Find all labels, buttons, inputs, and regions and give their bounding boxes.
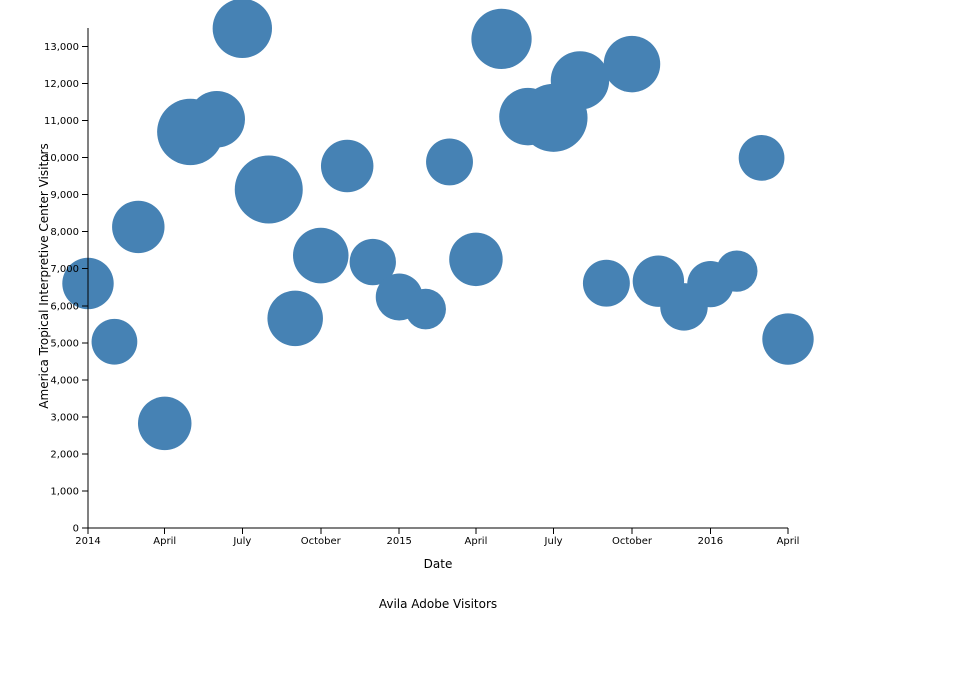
y-tick-label: 7,000 [50,264,79,275]
y-tick-label: 0 [73,524,79,535]
data-point[interactable] [137,396,192,451]
y-tick-label: 2,000 [50,449,79,460]
data-point[interactable] [188,91,245,148]
y-tick-label: 10,000 [44,153,79,164]
data-point[interactable] [349,238,396,286]
y-axis-ticks: 0 1,000 2,000 3,000 4,000 5,000 6,000 7,000 8,00… [44,42,88,535]
y-tick-label: 8,000 [50,227,79,238]
data-point[interactable] [212,0,272,59]
x-axis-ticks: 2014 April July October 2015 April July October… [75,528,799,547]
x-tick-label: 2015 [386,536,411,547]
x-tick-label: July [544,536,563,547]
data-point[interactable] [293,227,349,284]
x-tick-label: April [777,536,800,547]
y-tick-label: 4,000 [50,375,79,386]
y-tick-label: 6,000 [50,301,79,312]
data-point[interactable] [320,139,374,193]
data-point[interactable] [550,51,610,110]
data-point[interactable] [112,200,165,254]
x-tick-label: October [301,536,342,547]
axes-layer: 0 1,000 2,000 3,000 4,000 5,000 6,000 7,000 8,00… [44,28,799,547]
data-point[interactable] [267,290,323,347]
data-point[interactable] [716,250,758,292]
size-legend-label: Avila Adobe Visitors [379,597,497,611]
data-point[interactable] [91,318,138,365]
y-tick-label: 5,000 [50,338,79,349]
y-tick-label: 3,000 [50,412,79,423]
data-point[interactable] [603,35,661,93]
x-axis-title: Date [424,557,453,571]
y-tick-label: 13,000 [44,42,79,53]
data-point[interactable] [405,288,446,330]
data-point[interactable] [449,232,503,287]
x-tick-label: April [465,536,488,547]
x-tick-label: 2014 [75,536,100,547]
y-tick-label: 12,000 [44,79,79,90]
x-tick-label: July [232,536,251,547]
data-point[interactable] [738,135,785,181]
data-point[interactable] [762,313,814,365]
x-tick-label: April [153,536,176,547]
data-point[interactable] [234,155,303,224]
data-point[interactable] [582,259,630,307]
x-tick-label: October [612,536,653,547]
data-point[interactable] [426,138,473,186]
y-tick-label: 1,000 [50,486,79,497]
points-layer [62,0,814,451]
x-tick-label: 2016 [698,536,723,547]
y-tick-label: 11,000 [44,116,79,127]
y-tick-label: 9,000 [50,190,79,201]
data-point[interactable] [471,8,532,69]
y-axis-title: America Tropical Interpretive Center Vis… [37,143,51,408]
